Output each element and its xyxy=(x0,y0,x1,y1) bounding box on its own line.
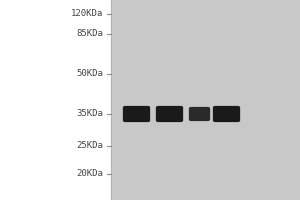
FancyBboxPatch shape xyxy=(213,106,240,122)
Text: 120KDa: 120KDa xyxy=(71,9,104,19)
Text: 35KDa: 35KDa xyxy=(76,110,103,118)
Text: 85KDa: 85KDa xyxy=(76,29,103,38)
Bar xyxy=(111,0,300,200)
FancyBboxPatch shape xyxy=(156,106,183,122)
FancyBboxPatch shape xyxy=(189,107,210,121)
Text: 25KDa: 25KDa xyxy=(76,142,103,150)
FancyBboxPatch shape xyxy=(123,106,150,122)
Text: 20KDa: 20KDa xyxy=(76,170,103,178)
Text: 50KDa: 50KDa xyxy=(76,70,103,78)
